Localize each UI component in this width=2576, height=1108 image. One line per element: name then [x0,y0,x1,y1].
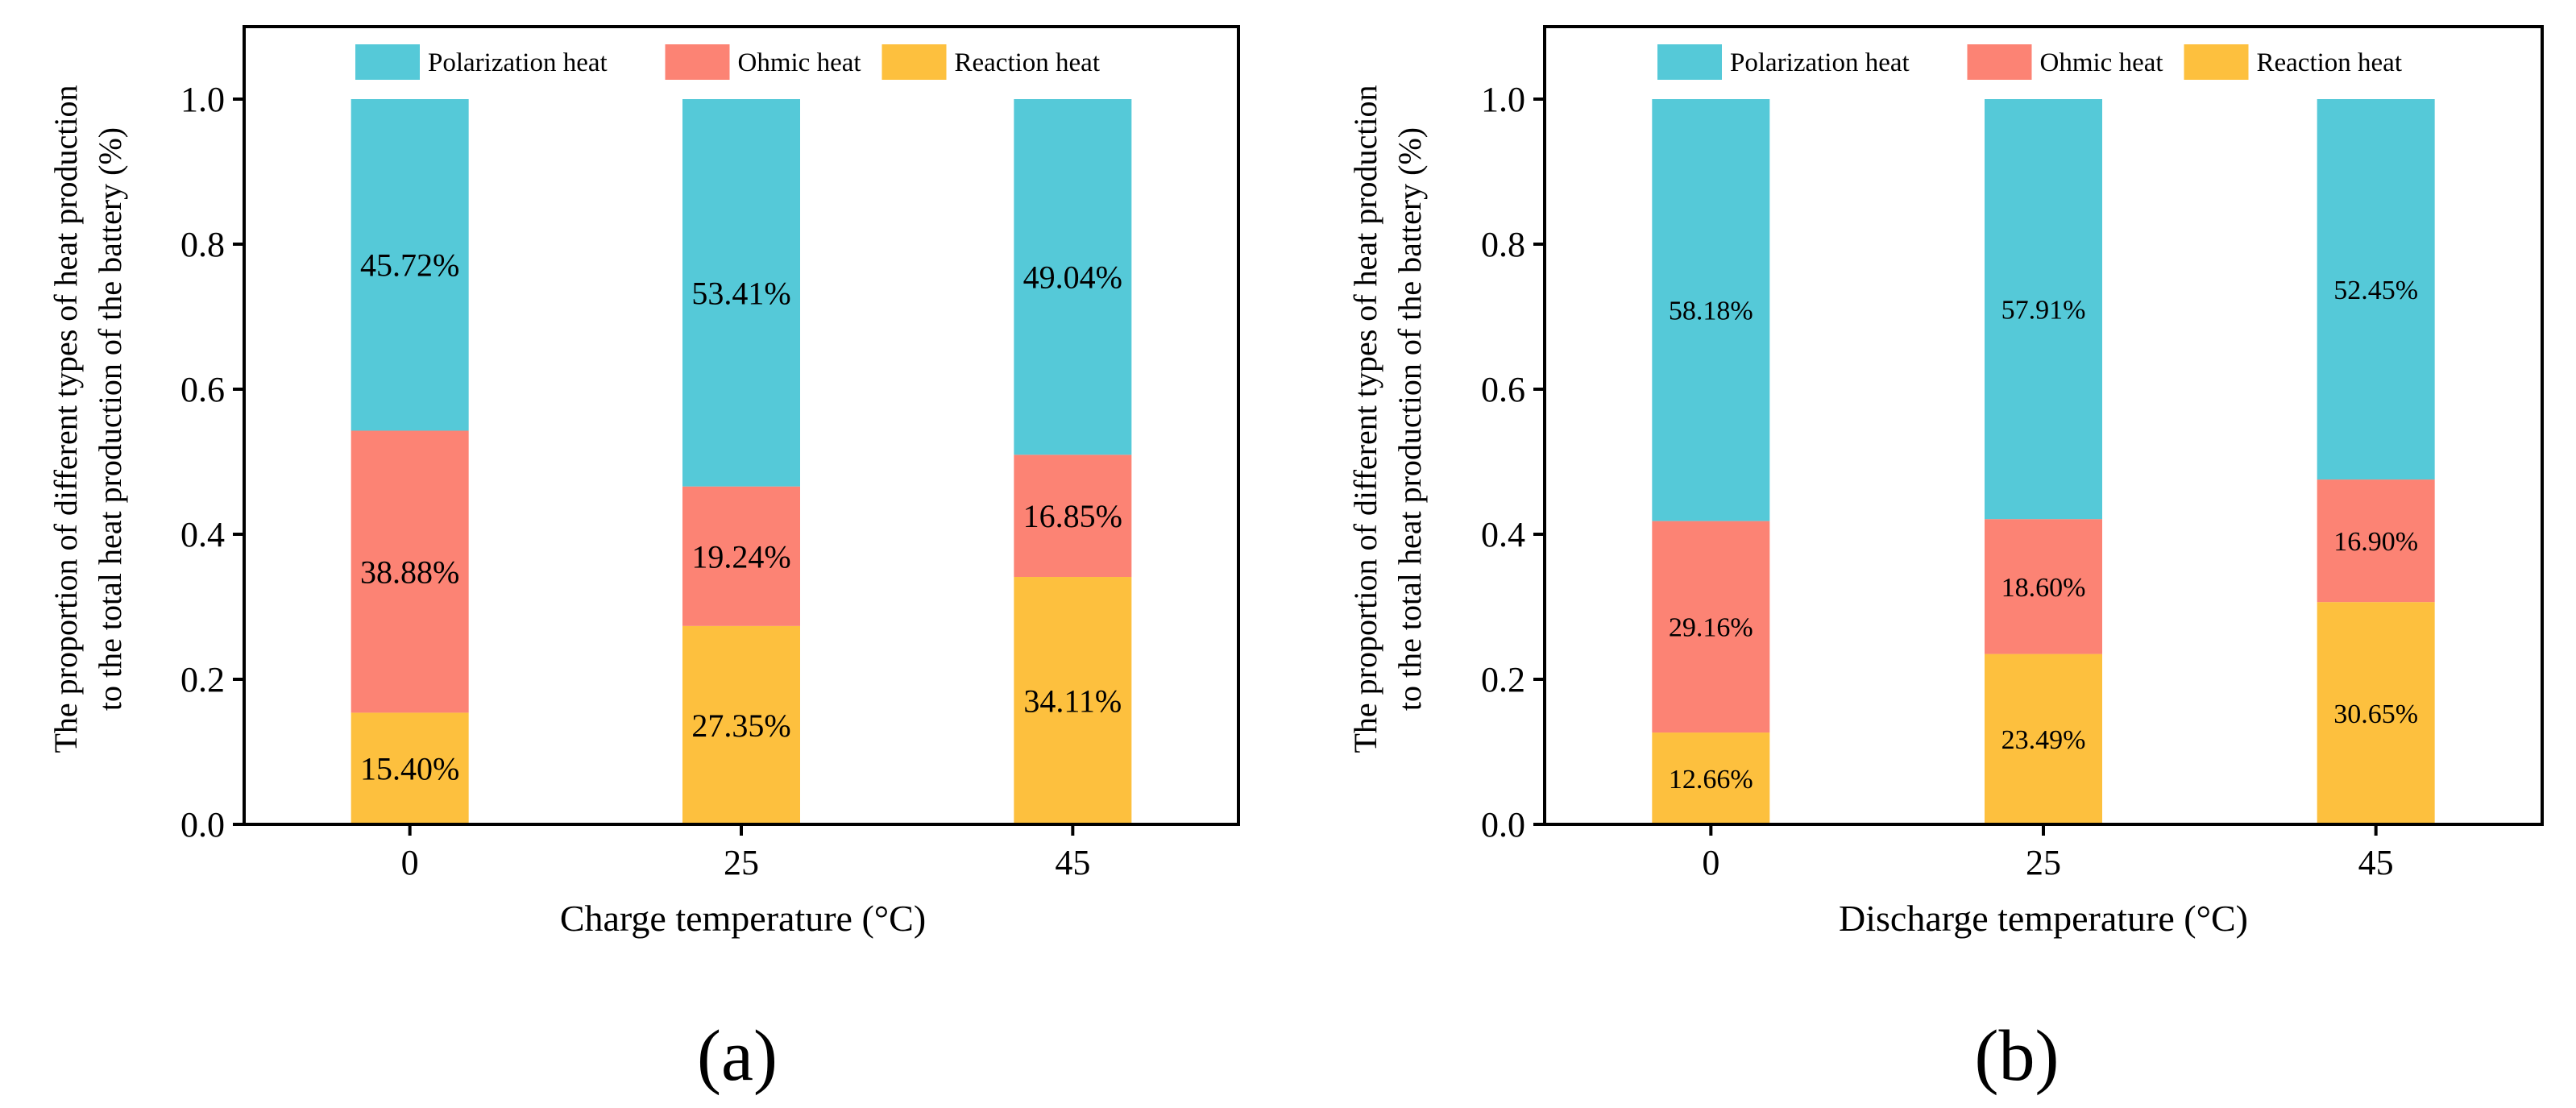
x-tick-label: 45 [2358,843,2394,882]
legend-swatch-ohmic [1967,44,2032,80]
bar-segment-ohmic-45 [2317,479,2435,603]
bar-segment-reaction-25 [682,625,800,824]
data-label: 45.72% [360,247,459,284]
y-tick-label: 1.0 [1481,80,1525,119]
data-label: 53.41% [691,275,790,311]
y-tick-label: 0.8 [180,225,225,264]
x-axis-title: Charge temperature (°C) [560,898,926,939]
panel-label: (a) [697,1016,778,1096]
y-tick-label: 0.6 [1481,370,1525,409]
data-label: 58.18% [1669,297,1753,326]
data-label: 12.66% [1669,765,1753,795]
data-label: 30.65% [2333,699,2418,729]
y-tick-label: 0.0 [1481,805,1525,844]
legend-label-reaction: Reaction heat [955,48,1101,77]
data-label: 23.49% [2001,725,2086,755]
data-label: 38.88% [360,554,459,590]
legend-swatch-polarization [355,44,420,80]
bar-segment-ohmic-25 [682,486,800,626]
y-tick-label: 0.4 [180,515,225,554]
bar-segment-reaction-45 [2317,602,2435,824]
y-tick-label: 1.0 [180,80,225,119]
legend-swatch-reaction [2184,44,2249,80]
chart-panel-a: The proportion of different types of hea… [48,25,1240,1096]
x-tick-label: 45 [1055,843,1090,882]
x-axis-title: Discharge temperature (°C) [1839,898,2248,939]
y-axis-title-line2: to the total heat production of the batt… [1392,127,1428,711]
legend-label-ohmic: Ohmic heat [2040,48,2163,77]
data-label: 16.85% [1023,498,1122,534]
bar-segment-polarization-45 [1014,99,1132,455]
data-label: 29.16% [1669,613,1753,643]
y-tick-label: 0.2 [1481,660,1525,699]
data-label: 15.40% [360,751,459,787]
y-tick-label: 0.8 [1481,225,1525,264]
legend-label-polarization: Polarization heat [428,48,608,77]
legend-swatch-reaction [881,44,947,80]
data-label: 27.35% [691,708,790,744]
y-tick-label: 0.2 [180,660,225,699]
data-label: 16.90% [2333,527,2418,557]
panel-label: (b) [1975,1016,2060,1096]
bar-segment-reaction-0 [351,712,469,824]
y-axis-title-line2: to the total heat production of the batt… [92,127,128,711]
data-label: 52.45% [2333,276,2418,305]
legend-swatch-ohmic [665,44,730,80]
bar-segment-reaction-0 [1652,732,1770,824]
bar-segment-ohmic-0 [1652,521,1770,733]
data-label: 18.60% [2001,573,2086,603]
x-tick-label: 25 [724,843,759,882]
data-label: 19.24% [691,538,790,575]
bar-segment-polarization-0 [1652,99,1770,521]
x-tick-label: 0 [401,843,419,882]
data-label: 34.11% [1023,683,1122,720]
y-tick-label: 0.6 [180,370,225,409]
bar-segment-ohmic-25 [1985,519,2102,654]
bar-segment-ohmic-0 [351,430,469,713]
legend-label-polarization: Polarization heat [1730,48,1910,77]
y-axis-title-line1: The proportion of different types of hea… [1347,85,1383,753]
y-tick-label: 0.4 [1481,515,1525,554]
bar-segment-polarization-0 [351,99,469,431]
bar-segment-polarization-25 [682,99,800,487]
x-tick-label: 25 [2026,843,2061,882]
bar-segment-ohmic-45 [1014,454,1132,578]
legend-swatch-polarization [1657,44,1722,80]
bar-segment-polarization-45 [2317,99,2435,480]
legend-label-ohmic: Ohmic heat [738,48,861,77]
data-label: 57.91% [2001,295,2086,325]
data-label: 49.04% [1023,259,1122,296]
legend-label-reaction: Reaction heat [2257,48,2403,77]
x-tick-label: 0 [1702,843,1719,882]
y-tick-label: 0.0 [180,805,225,844]
y-axis-title-line1: The proportion of different types of hea… [48,85,84,753]
bar-segment-reaction-45 [1014,577,1132,824]
chart-panel-b: The proportion of different types of hea… [1347,25,2544,1096]
bar-segment-reaction-25 [1985,654,2102,824]
bar-segment-polarization-25 [1985,99,2102,520]
